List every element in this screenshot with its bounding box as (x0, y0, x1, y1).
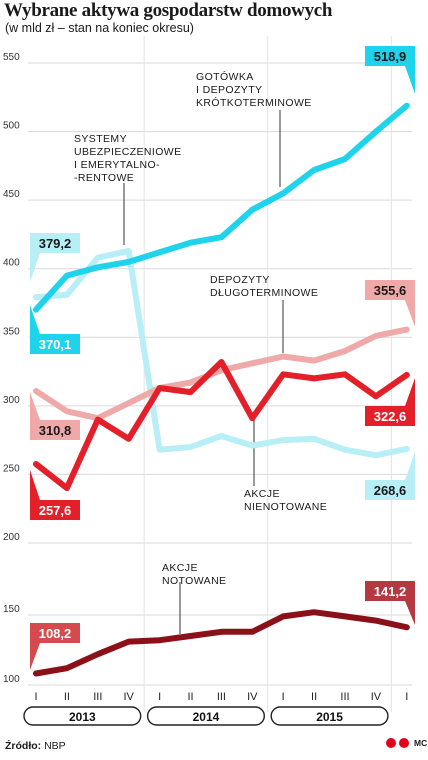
y-tick-label: 350 (3, 326, 20, 337)
series-line (33, 359, 410, 492)
series-line (33, 326, 410, 422)
leader-layer (123, 110, 284, 634)
series-annotation: I DEPOZYTY (196, 84, 262, 96)
label-pointer (30, 470, 40, 500)
year-pill (270, 706, 389, 726)
x-tick-label: II (187, 691, 193, 703)
value-label: 310,8 (39, 423, 72, 438)
value-label: 268,6 (374, 483, 407, 498)
source-label: Źródło: (5, 740, 42, 752)
label-pointer (405, 601, 415, 625)
label-pointer (30, 253, 40, 282)
logo-text: MC (414, 738, 428, 748)
series-annotation: AKCJE (162, 562, 198, 574)
value-label-box (365, 480, 415, 500)
series-annotation: UBEZPIECZENIOWE (74, 146, 182, 158)
y-tick-label: 550 (3, 52, 20, 63)
value-label: 141,2 (374, 584, 407, 599)
series-annotation: KRÓTKOTERMINOWE (196, 96, 312, 109)
series-line (33, 102, 410, 313)
chart-subtitle: (w mld zł – stan na koniec okresu) (5, 21, 194, 35)
value-label-box (30, 500, 80, 520)
series-line (33, 247, 410, 459)
source-note: Źródło: NBP (5, 740, 66, 752)
value-label: 518,9 (374, 49, 407, 64)
x-tick-label: IV (247, 691, 258, 703)
y-tick-label: 200 (3, 532, 20, 543)
value-label-box (30, 334, 80, 354)
x-tick-label: III (340, 691, 349, 703)
series-annotation: SYSTEMY (74, 133, 127, 145)
x-tick-label: IV (371, 691, 382, 703)
year-label: 2014 (193, 710, 220, 724)
value-label-box (30, 233, 80, 253)
logo-circle-icon (399, 738, 409, 748)
value-label-box (30, 420, 80, 440)
series-annotation: AKCJE (244, 488, 280, 500)
label-pointer (405, 66, 415, 94)
series-annotation: GOTÓWKA (196, 70, 254, 83)
x-tick-label: III (93, 691, 102, 703)
year-pill (146, 706, 266, 726)
label-pointer (30, 643, 40, 670)
series-line (33, 609, 410, 677)
value-label-box (365, 280, 415, 300)
x-tick-label: I (405, 691, 408, 703)
value-label-box (30, 623, 80, 643)
logo-circle-icon (386, 738, 396, 748)
source-value: NBP (44, 740, 66, 752)
x-tick-label: III (217, 691, 226, 703)
x-tick-label: I (282, 691, 285, 703)
year-label: 2015 (316, 710, 343, 724)
value-label-layer: 370,1 518,9 379,2 268,6 310,8 355,6 257,6 322,6… (30, 46, 415, 670)
label-pointer (30, 392, 40, 420)
x-tick-label: I (158, 691, 161, 703)
value-label: 355,6 (374, 283, 407, 298)
x-tick-label: I (34, 691, 37, 703)
y-tick-label: 150 (3, 604, 20, 615)
value-label: 322,6 (374, 409, 407, 424)
value-label-box (365, 406, 415, 426)
y-tick-label: 450 (3, 189, 20, 200)
value-label: 379,2 (39, 236, 72, 251)
value-label-box (365, 581, 415, 601)
label-pointer (30, 305, 40, 334)
y-tick-label: 250 (3, 463, 20, 474)
series-annotation: NIENOTOWANE (244, 501, 327, 513)
label-pointer (405, 452, 415, 480)
year-label: 2013 (69, 710, 96, 724)
x-tick-label: IV (123, 691, 134, 703)
chart-title: Wybrane aktywa gospodarstw domowych (4, 0, 333, 21)
publisher-logo: MC (386, 738, 427, 748)
value-label: 108,2 (39, 626, 72, 641)
year-pill (23, 706, 142, 726)
value-label-box (365, 46, 415, 66)
series-annotation: DEPOZYTY (210, 274, 270, 286)
label-pointer (405, 378, 415, 406)
series-annotation: DŁUGOTERMINOWE (210, 287, 318, 299)
value-label: 370,1 (39, 337, 72, 352)
x-tick-label: II (64, 691, 70, 703)
x-tick-label: II (311, 691, 317, 703)
y-tick-label: 100 (3, 674, 20, 685)
series-annotation: -RENTOWE (74, 172, 134, 184)
series-annotation: NOTOWANE (162, 575, 226, 587)
value-label: 257,6 (39, 503, 72, 518)
y-tick-label: 300 (3, 395, 20, 406)
label-pointer (405, 300, 415, 327)
series-layer (33, 102, 410, 677)
grid-layer: 200 250 300 350 400 450 500 550 100 150 (3, 36, 412, 712)
series-annotation: I EMERYTALNO- (74, 159, 160, 171)
y-tick-label: 400 (3, 258, 20, 269)
y-tick-label: 500 (3, 121, 20, 132)
